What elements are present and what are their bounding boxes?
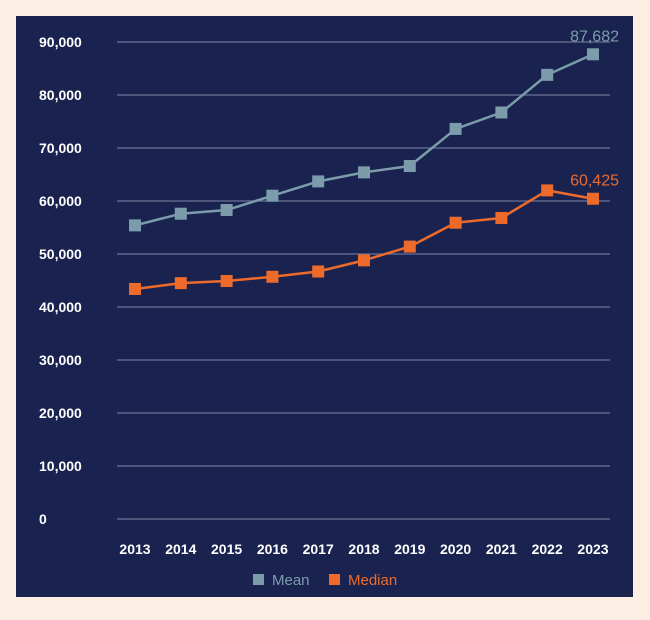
series-line-median bbox=[134, 189, 594, 291]
legend-swatch-mean bbox=[253, 574, 264, 585]
end-label-median: 60,425 bbox=[570, 173, 619, 190]
point-median bbox=[587, 192, 599, 205]
point-median bbox=[495, 211, 508, 224]
x-tick-label: 2023 bbox=[577, 541, 608, 557]
y-tick-label: 70,000 bbox=[39, 140, 82, 156]
point-median bbox=[541, 184, 554, 197]
y-tick-label: 80,000 bbox=[39, 87, 82, 103]
x-tick-label: 2017 bbox=[303, 541, 334, 557]
point-median bbox=[220, 275, 233, 288]
y-tick-label: 40,000 bbox=[39, 299, 82, 315]
x-tick-label: 2019 bbox=[394, 541, 425, 557]
y-tick-label: 0 bbox=[39, 511, 47, 527]
point-mean bbox=[312, 175, 325, 188]
y-tick-label: 20,000 bbox=[39, 405, 82, 421]
point-mean bbox=[220, 204, 233, 217]
x-tick-label: 2013 bbox=[119, 541, 150, 557]
point-median bbox=[449, 216, 462, 229]
legend-swatch-median bbox=[329, 574, 340, 585]
y-tick-label: 90,000 bbox=[39, 34, 82, 50]
y-tick-label: 10,000 bbox=[39, 458, 82, 474]
point-median bbox=[403, 240, 416, 253]
y-tick-label: 50,000 bbox=[39, 246, 82, 262]
x-axis-ticks: 2013 2014 2015 2016 2017 2018 2019 2020 2021 2022… bbox=[119, 541, 608, 557]
point-mean bbox=[266, 189, 279, 202]
end-labels: 87,682 60,425 bbox=[570, 28, 619, 189]
point-mean bbox=[449, 122, 462, 135]
point-mean bbox=[403, 160, 416, 173]
x-tick-label: 2018 bbox=[348, 541, 379, 557]
point-mean bbox=[587, 48, 599, 61]
x-tick-label: 2016 bbox=[257, 541, 288, 557]
point-median bbox=[174, 277, 187, 290]
legend-label-median: Median bbox=[348, 572, 397, 589]
x-tick-label: 2020 bbox=[440, 541, 471, 557]
y-tick-label: 30,000 bbox=[39, 352, 82, 368]
legend-label-mean: Mean bbox=[272, 572, 310, 589]
point-median bbox=[129, 282, 141, 295]
point-mean bbox=[174, 207, 187, 220]
x-tick-label: 2014 bbox=[165, 541, 196, 557]
y-tick-label: 60,000 bbox=[39, 193, 82, 209]
series-markers bbox=[129, 48, 599, 295]
point-median bbox=[266, 270, 279, 283]
x-tick-label: 2021 bbox=[486, 541, 517, 557]
point-mean bbox=[541, 68, 554, 81]
point-mean bbox=[129, 219, 141, 232]
point-median bbox=[312, 265, 325, 278]
gridlines bbox=[117, 41, 610, 520]
y-axis-ticks: 0 10,000 20,000 30,000 40,000 50,000 60,000 70,… bbox=[39, 34, 82, 527]
series-line-mean bbox=[134, 53, 594, 227]
point-mean bbox=[358, 166, 370, 179]
point-median bbox=[358, 254, 370, 267]
point-mean bbox=[495, 106, 508, 119]
x-tick-label: 2015 bbox=[211, 541, 242, 557]
legend: Mean Median bbox=[253, 572, 397, 589]
end-label-mean: 87,682 bbox=[570, 28, 619, 45]
x-tick-label: 2022 bbox=[532, 541, 563, 557]
